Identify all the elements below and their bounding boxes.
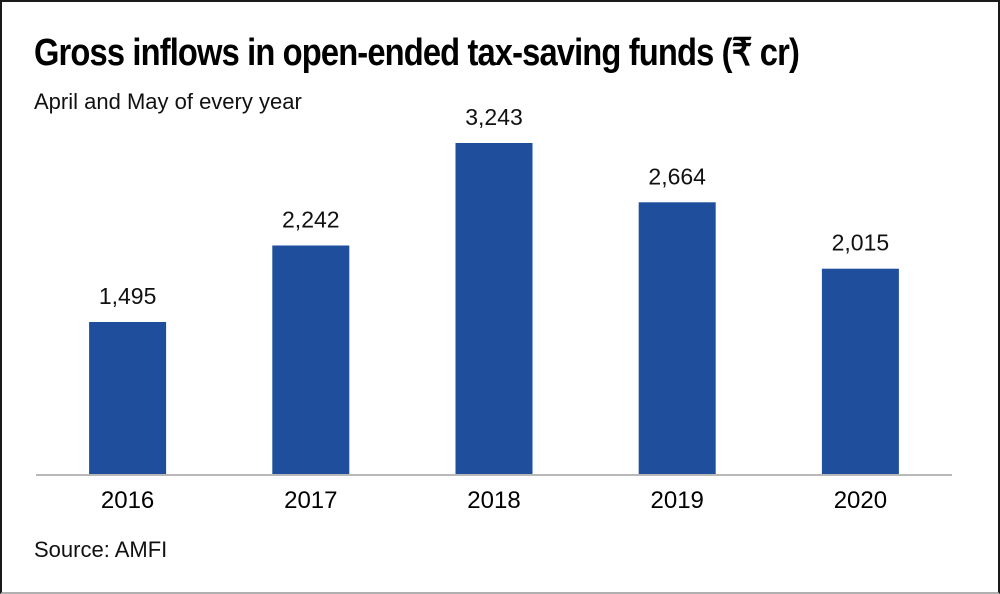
x-tick-label-2019: 2019 [651,487,704,514]
value-label-2016: 1,495 [99,283,157,309]
x-tick-label-2016: 2016 [101,487,154,514]
chart-subtitle: April and May of every year [34,89,302,114]
value-label-2018: 3,243 [465,104,523,130]
value-label-2020: 2,015 [832,230,890,256]
x-tick-label-2020: 2020 [834,487,887,514]
x-tick-label-2017: 2017 [284,487,337,514]
bar-2017 [272,245,350,475]
chart-title: Gross inflows in open-ended tax-saving f… [34,32,800,74]
bar-2018 [455,143,533,475]
chart-source: Source: AMFI [34,537,168,562]
bar-2020 [821,268,899,475]
x-tick-label-2018: 2018 [467,487,520,514]
bar-2019 [638,202,716,476]
value-label-2019: 2,664 [648,163,706,189]
bar-2016 [89,322,167,475]
value-label-2017: 2,242 [282,207,340,233]
